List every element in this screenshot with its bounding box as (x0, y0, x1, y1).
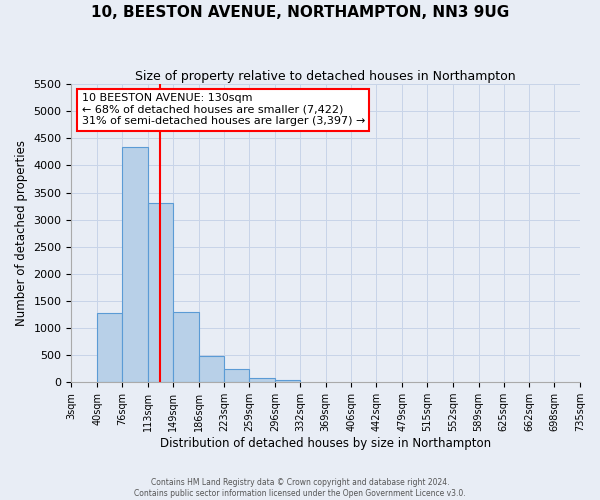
Bar (224, 369, 249, 382)
Bar (148, 204, 173, 382)
Bar (275, 380, 300, 382)
Bar (122, 147, 148, 382)
Bar (97, 314, 122, 382)
Text: 10, BEESTON AVENUE, NORTHAMPTON, NN3 9UG: 10, BEESTON AVENUE, NORTHAMPTON, NN3 9UG (91, 5, 509, 20)
X-axis label: Distribution of detached houses by size in Northampton: Distribution of detached houses by size … (160, 437, 491, 450)
Bar (199, 356, 224, 382)
Y-axis label: Number of detached properties: Number of detached properties (15, 140, 28, 326)
Text: Contains HM Land Registry data © Crown copyright and database right 2024.
Contai: Contains HM Land Registry data © Crown c… (134, 478, 466, 498)
Bar (173, 312, 199, 382)
Title: Size of property relative to detached houses in Northampton: Size of property relative to detached ho… (136, 70, 516, 83)
Text: 10 BEESTON AVENUE: 130sqm
← 68% of detached houses are smaller (7,422)
31% of se: 10 BEESTON AVENUE: 130sqm ← 68% of detac… (82, 93, 365, 126)
Bar (249, 378, 275, 382)
